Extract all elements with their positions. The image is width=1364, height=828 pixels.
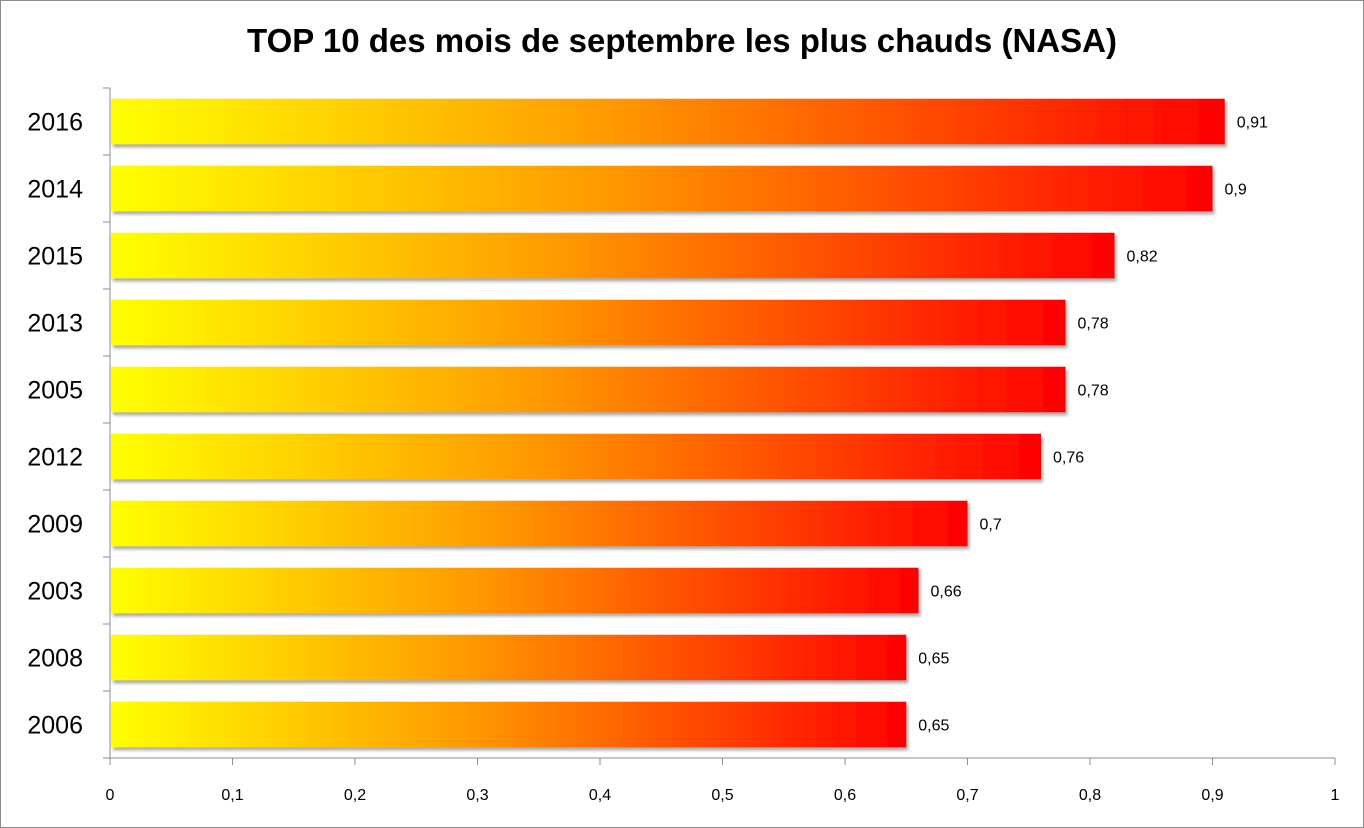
category-label-2009: 2009 — [27, 511, 83, 539]
bar-2006 — [111, 701, 907, 748]
data-label-2006: 0,65 — [918, 718, 949, 735]
category-label-2016: 2016 — [27, 109, 83, 137]
x-tick-label: 0,4 — [589, 787, 611, 804]
bar-2012 — [111, 433, 1041, 480]
bar-2009 — [111, 500, 968, 547]
x-tick-label: 0,9 — [1201, 787, 1223, 804]
category-label-2006: 2006 — [27, 712, 83, 740]
x-tick-label: 0,3 — [466, 787, 488, 804]
chart-title: TOP 10 des mois de septembre les plus ch… — [247, 22, 1117, 59]
category-label-2008: 2008 — [27, 645, 83, 673]
bar-2005 — [111, 366, 1066, 413]
data-label-2012: 0,76 — [1053, 450, 1084, 467]
category-label-2014: 2014 — [27, 176, 83, 204]
x-tick-label: 0,8 — [1079, 787, 1101, 804]
x-tick-label: 0,7 — [956, 787, 978, 804]
axes: 0 0,1 0,2 0,3 0,4 0,5 0,6 0,7 0,8 0,9 1 — [103, 87, 1340, 804]
data-label-2014: 0,9 — [1225, 182, 1247, 199]
data-label-2005: 0,78 — [1078, 383, 1109, 400]
data-label-2013: 0,78 — [1078, 316, 1109, 333]
x-tick-label: 0,5 — [711, 787, 733, 804]
bar-2003 — [111, 567, 919, 614]
category-label-2005: 2005 — [27, 377, 83, 405]
bar-2015 — [111, 232, 1115, 279]
data-label-2003: 0,66 — [931, 584, 962, 601]
data-label-2016: 0,91 — [1237, 115, 1268, 132]
category-label-2012: 2012 — [27, 444, 83, 472]
data-label-2008: 0,65 — [918, 651, 949, 668]
category-label-2013: 2013 — [27, 310, 83, 338]
bars — [111, 98, 1225, 748]
bar-2016 — [111, 98, 1225, 145]
data-label-2009: 0,7 — [980, 517, 1002, 534]
category-label-2003: 2003 — [27, 578, 83, 606]
x-tick-label: 0,2 — [344, 787, 366, 804]
bar-2013 — [111, 299, 1066, 346]
labels: 2016 0,91 2014 0,9 2015 0,82 2013 0,78 2005 0,78 2… — [27, 109, 1268, 740]
x-tick-label: 0,1 — [221, 787, 243, 804]
category-label-2015: 2015 — [27, 243, 83, 271]
x-tick-label: 1 — [1331, 787, 1340, 804]
bar-2014 — [111, 165, 1213, 212]
x-tick-label: 0,6 — [834, 787, 856, 804]
bar-2008 — [111, 634, 907, 681]
x-tick-label: 0 — [106, 787, 115, 804]
data-label-2015: 0,82 — [1127, 249, 1158, 266]
